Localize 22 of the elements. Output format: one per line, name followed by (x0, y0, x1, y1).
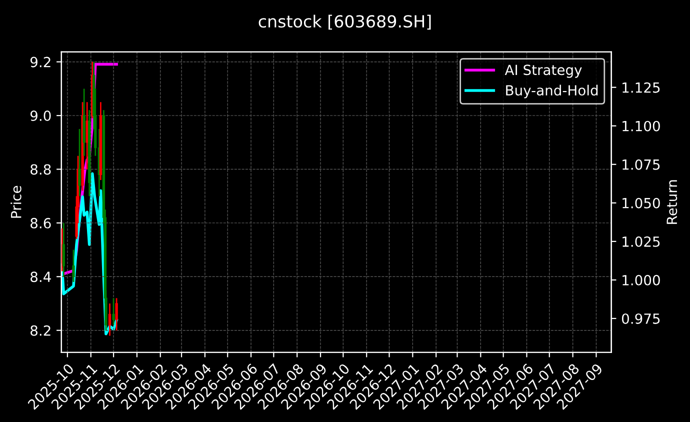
y-tick-label: 8.6 (30, 218, 51, 228)
candlestick (112, 297, 115, 326)
y2-tick-label: 1.050 (622, 198, 660, 208)
candlestick (72, 249, 75, 283)
y-tick-label: 8.2 (30, 325, 50, 336)
y-tick-label: 9.0 (30, 110, 51, 122)
y2-axis-title: Return (666, 180, 678, 224)
legend-label: Buy-and-Hold (506, 84, 598, 98)
candlestick (115, 297, 118, 332)
chart-title: cnstock [603689.SH] (258, 14, 431, 30)
y2-tick-label: 1.100 (622, 120, 660, 132)
y-tick-label: 8.8 (30, 164, 51, 175)
candlestick (108, 302, 112, 336)
legend-label: AI Strategy (504, 64, 582, 78)
y2-tick-label: 1.125 (622, 82, 660, 93)
y2-tick-label: 1.075 (622, 159, 660, 170)
y-axis-title: Price (10, 186, 22, 218)
y2-tick-label: 0.975 (622, 313, 660, 324)
y2-tick-label: 1.025 (622, 236, 660, 247)
y2-tick-label: 1.000 (622, 274, 660, 286)
y-tick-label: 9.2 (30, 56, 50, 68)
y-tick-label: 8.4 (30, 272, 51, 282)
